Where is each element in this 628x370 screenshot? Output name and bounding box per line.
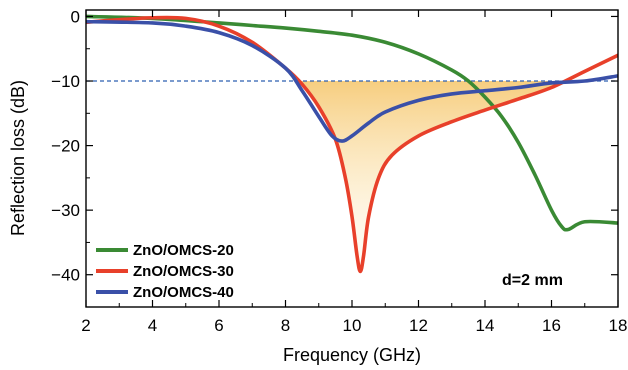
x-tick-label: 8 — [281, 316, 290, 335]
x-tick-label: 12 — [409, 316, 428, 335]
y-tick-label: −10 — [51, 72, 80, 91]
x-tick-label: 6 — [214, 316, 223, 335]
x-tick-label: 4 — [148, 316, 157, 335]
series-line-1 — [86, 14, 618, 232]
thickness-annotation: d=2 mm — [502, 272, 563, 289]
legend: ZnO/OMCS-20 ZnO/OMCS-30 ZnO/OMCS-40 — [96, 242, 234, 301]
legend-label-series-1: ZnO/OMCS-20 — [133, 242, 234, 259]
x-tick-label: 16 — [542, 316, 561, 335]
y-tick-label: −30 — [51, 201, 80, 220]
y-tick-label: 0 — [71, 7, 80, 26]
y-tick-label: −20 — [51, 137, 80, 156]
x-tick-label: 2 — [81, 316, 90, 335]
legend-label-series-3: ZnO/OMCS-40 — [133, 284, 234, 301]
series-line-3 — [86, 19, 618, 143]
y-tick-label: −40 — [51, 266, 80, 285]
x-tick-label: 10 — [343, 316, 362, 335]
x-tick-label: 18 — [609, 316, 628, 335]
absorption-band-fill — [298, 81, 559, 272]
y-axis-title: Reflection loss (dB) — [8, 80, 28, 236]
legend-label-series-2: ZnO/OMCS-30 — [133, 263, 234, 280]
series-line-2 — [86, 15, 618, 274]
x-axis-title: Frequency (GHz) — [283, 345, 421, 365]
x-tick-label: 14 — [476, 316, 495, 335]
